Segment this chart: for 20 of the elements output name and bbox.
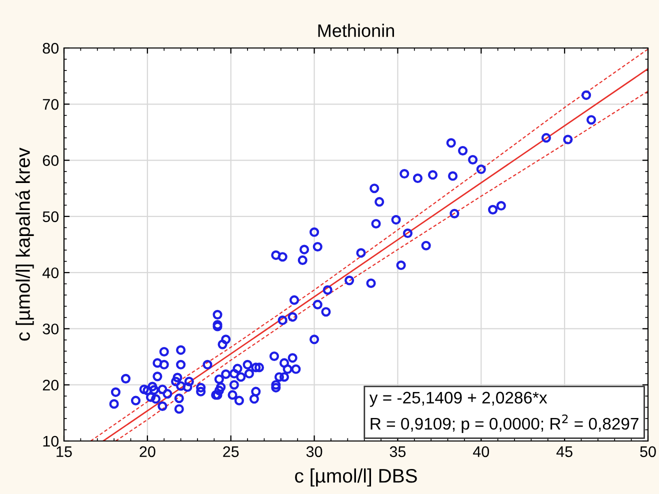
- y-tick-label: 50: [42, 211, 59, 222]
- y-tick-label: 80: [42, 42, 59, 54]
- x-tick-label: 15: [56, 446, 72, 458]
- x-tick-label: 40: [473, 446, 490, 458]
- y-tick-label: 60: [42, 155, 59, 166]
- y-axis-title: c [µmol/l] kapalná krev: [15, 148, 34, 341]
- y-tick-label: 10: [43, 436, 59, 447]
- x-tick-label: 35: [390, 446, 406, 458]
- x-tick-label: 45: [556, 446, 572, 458]
- y-tick-label: 20: [42, 380, 59, 391]
- x-axis-title: c [µmol/l] DBS: [295, 468, 417, 487]
- x-tick-label: 25: [223, 446, 239, 458]
- y-tick-label: 70: [42, 99, 59, 110]
- x-tick-label: 20: [140, 446, 156, 458]
- x-tick-label: 50: [640, 446, 656, 458]
- x-tick-label: 30: [306, 446, 322, 458]
- annotation: y = -25,1409 + 2,0286*x R = 0,9109; p = 0,0000; R$^{2}$ = 0,8297: [369, 392, 638, 433]
- chart-title: Methionin: [318, 24, 394, 38]
- y-tick-label: 40: [42, 267, 59, 278]
- y-tick-label: 30: [42, 324, 59, 334]
